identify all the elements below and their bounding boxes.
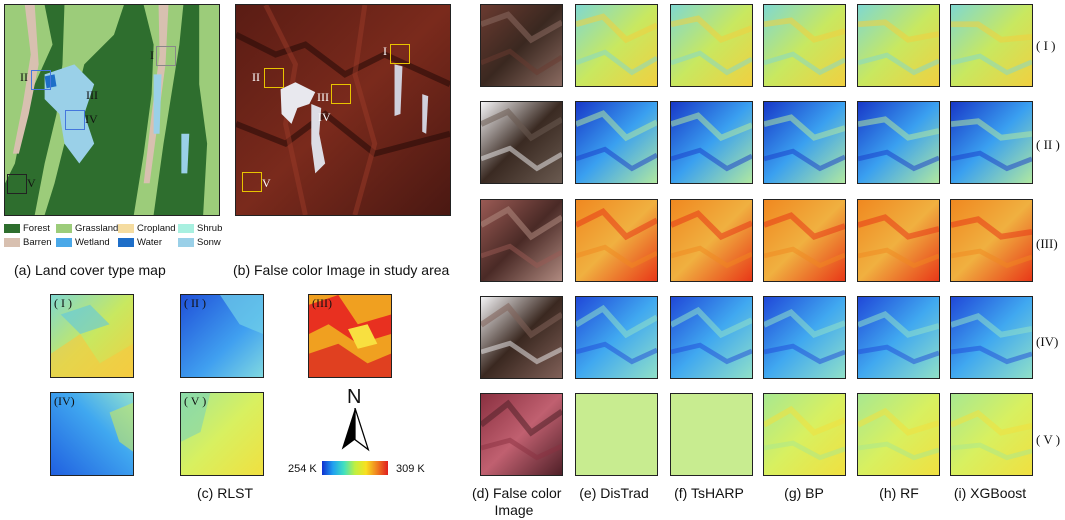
legend-swatch	[4, 223, 20, 233]
tile-xgboost-row-1	[950, 4, 1033, 87]
legend-label: Sonw	[197, 237, 221, 248]
region-label-II-a: II	[20, 70, 28, 84]
colorbar	[322, 461, 388, 475]
legend-label: Barren	[23, 237, 52, 248]
region-box-II-b	[264, 68, 284, 88]
legend-swatch	[56, 237, 72, 247]
rlst-inset-IV: (IV)	[50, 392, 134, 476]
row-label-3: (III)	[1036, 236, 1058, 251]
tile-tsharp-row-1	[670, 4, 753, 87]
region-box-V-b	[242, 172, 262, 192]
colorbar-min-label: 254 K	[288, 463, 317, 475]
rlst-label: ( V )	[184, 394, 207, 408]
caption-h: (h) RF	[879, 485, 919, 501]
land-cover-map	[4, 4, 220, 216]
row-label-4: (IV)	[1036, 334, 1059, 349]
legend-label: Water	[137, 237, 162, 248]
region-box-IV-a	[65, 110, 85, 130]
tile-false-color-row-1	[480, 4, 563, 87]
tile-xgboost-row-5	[950, 393, 1033, 476]
tile-false-color-row-4	[480, 296, 563, 379]
tile-xgboost-row-4	[950, 296, 1033, 379]
legend-label: Shrub	[197, 223, 223, 234]
north-arrow: N	[335, 386, 375, 460]
region-label-IV-b: IV	[318, 110, 331, 124]
region-label-III-b: III	[317, 90, 329, 104]
tile-xgboost-row-2	[950, 101, 1033, 184]
caption-d: (d) False color Image	[472, 485, 561, 519]
tile-bp-row-3	[763, 199, 846, 282]
tile-rf-row-5	[857, 393, 940, 476]
tile-distrad-row-2	[575, 101, 658, 184]
rlst-inset-III: (III)	[308, 294, 392, 378]
tile-distrad-row-4	[575, 296, 658, 379]
legend-swatch	[4, 237, 20, 247]
caption-d-line2: Image	[494, 502, 534, 518]
region-box-III-b	[331, 84, 351, 104]
legend-swatch	[178, 237, 194, 247]
tile-false-color-row-2	[480, 101, 563, 184]
legend-swatch	[118, 237, 134, 247]
tile-bp-row-2	[763, 101, 846, 184]
legend-swatch	[118, 223, 134, 233]
caption-b: (b) False color Image in study area	[233, 262, 450, 278]
legend-label: Wetland	[75, 237, 110, 248]
caption-g: (g) BP	[784, 485, 824, 501]
rlst-inset-I: ( I )	[50, 294, 134, 378]
region-box-I-a	[156, 46, 176, 66]
colorbar-max-label: 309 K	[396, 463, 425, 475]
legend-label: Cropland	[137, 223, 176, 234]
rlst-inset-V: ( V )	[180, 392, 264, 476]
row-label-5: ( V )	[1036, 432, 1061, 447]
region-box-I-b	[390, 44, 410, 64]
legend-label: Grassland	[75, 223, 119, 234]
legend-label: Forest	[23, 223, 50, 234]
caption-d-line1: (d) False color	[472, 485, 562, 501]
north-label: N	[347, 386, 362, 408]
region-label-I-a: I	[150, 48, 154, 62]
tile-rf-row-1	[857, 4, 940, 87]
caption-f: (f) TsHARP	[674, 485, 744, 501]
region-label-V-b: V	[262, 176, 271, 190]
caption-i: (i) XGBoost	[953, 485, 1027, 501]
region-label-III-a: III	[86, 88, 98, 102]
tile-rf-row-3	[857, 199, 940, 282]
tile-bp-row-5	[763, 393, 846, 476]
row-label-2: ( II )	[1036, 137, 1060, 152]
region-label-IV-a: IV	[85, 112, 98, 126]
tile-xgboost-row-3	[950, 199, 1033, 282]
caption-e: (e) DisTrad	[579, 485, 649, 501]
region-box-II-a	[31, 70, 51, 90]
tile-tsharp-row-5	[670, 393, 753, 476]
region-box-V-a	[7, 174, 27, 194]
region-label-I-b: I	[383, 44, 387, 58]
caption-a: (a) Land cover type map	[14, 262, 166, 278]
tile-tsharp-row-4	[670, 296, 753, 379]
legend-swatch	[178, 223, 194, 233]
row-label-1: ( I )	[1036, 38, 1056, 53]
tile-rf-row-4	[857, 296, 940, 379]
tile-distrad-row-5	[575, 393, 658, 476]
tile-tsharp-row-3	[670, 199, 753, 282]
rlst-label: (III)	[312, 296, 332, 310]
rlst-label: ( I )	[54, 296, 72, 310]
caption-c: (c) RLST	[197, 485, 253, 501]
tile-false-color-row-3	[480, 199, 563, 282]
tile-rf-row-2	[857, 101, 940, 184]
tile-tsharp-row-2	[670, 101, 753, 184]
rlst-label: (IV)	[54, 394, 75, 408]
rlst-inset-II: ( II )	[180, 294, 264, 378]
tile-false-color-row-5	[480, 393, 563, 476]
false-color-study-area	[235, 4, 451, 216]
rlst-label: ( II )	[184, 296, 206, 310]
legend-swatch	[56, 223, 72, 233]
tile-distrad-row-3	[575, 199, 658, 282]
tile-bp-row-4	[763, 296, 846, 379]
region-label-V-a: V	[27, 176, 36, 190]
tile-distrad-row-1	[575, 4, 658, 87]
tile-bp-row-1	[763, 4, 846, 87]
region-label-II-b: II	[252, 70, 260, 84]
